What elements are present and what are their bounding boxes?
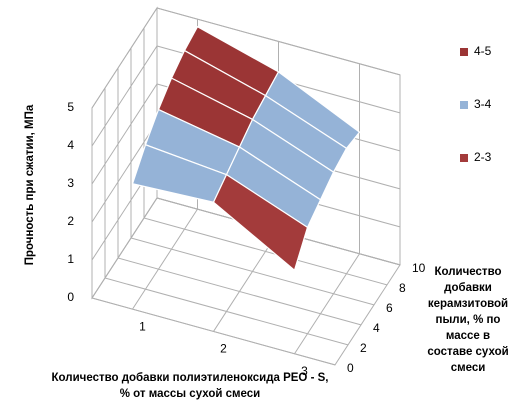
grid-line xyxy=(91,108,336,366)
grid-line xyxy=(104,88,349,346)
depth-tick-label: 10 xyxy=(412,261,426,275)
z-tick-label: 3 xyxy=(67,176,74,190)
depth-axis-label: пыли, % по xyxy=(436,314,501,326)
legend-label: 4-5 xyxy=(474,44,492,58)
depth-tick-label: 0 xyxy=(347,361,354,375)
depth-tick-label: 4 xyxy=(373,321,380,335)
x-tick-label: 1 xyxy=(139,319,146,333)
x-axis-label: Количество добавки полиэтиленоксида PEO … xyxy=(52,372,329,384)
depth-tick-label: 8 xyxy=(399,281,406,295)
grid-line xyxy=(156,8,401,266)
legend-swatch xyxy=(460,48,468,56)
grid-line xyxy=(143,28,388,286)
depth-tick-label: 2 xyxy=(360,341,367,355)
depth-axis-label: составе сухой xyxy=(427,346,508,358)
z-tick-label: 2 xyxy=(67,214,74,228)
y-axis-label: Прочность при сжатии, МПа xyxy=(24,104,36,265)
depth-axis-label: добавки xyxy=(444,282,492,294)
legend-swatch xyxy=(460,154,468,162)
z-tick-label: 4 xyxy=(67,138,74,152)
depth-axis-label: смеси xyxy=(451,362,486,374)
z-tick-label: 1 xyxy=(67,252,74,266)
legend-swatch xyxy=(460,101,468,109)
depth-tick-label: 6 xyxy=(386,301,393,315)
z-tick-label: 5 xyxy=(67,100,74,114)
legend-label: 3-4 xyxy=(474,97,492,111)
x-axis-label: % от массы сухой смеси xyxy=(120,388,261,400)
z-tick-label: 0 xyxy=(67,290,74,304)
x-tick-label: 3 xyxy=(301,364,308,378)
surface-face xyxy=(212,173,309,272)
legend-label: 2-3 xyxy=(474,150,492,164)
depth-axis-label: массе в xyxy=(446,330,490,342)
x-tick-label: 2 xyxy=(220,342,227,356)
grid-line xyxy=(117,68,362,326)
depth-axis-label: керамзитовой xyxy=(428,298,508,310)
depth-axis-label: Количество xyxy=(434,266,501,278)
grid-line xyxy=(130,48,375,306)
